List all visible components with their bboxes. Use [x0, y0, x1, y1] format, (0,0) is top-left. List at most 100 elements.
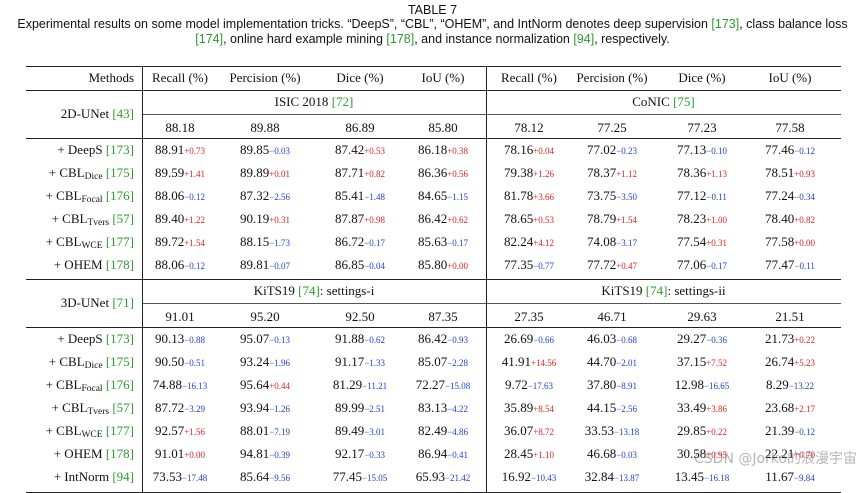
result-cell: 77.13−0.10	[658, 142, 746, 158]
result-cell: 44.15−2.56	[568, 400, 656, 416]
citation-link[interactable]: [175]	[105, 164, 134, 180]
delta-positive: +1.00	[706, 214, 728, 225]
delta-positive: +14.56	[530, 358, 557, 369]
result-cell: 88.06−0.12	[136, 188, 224, 204]
delta-positive: +0.04	[533, 146, 555, 156]
metric-value: 12.98	[674, 377, 704, 393]
dataset-underline	[142, 303, 841, 305]
metric-value: 88.15	[239, 233, 270, 249]
result-cell: 44.70−2.01	[568, 354, 656, 370]
metric-value: 88.91	[154, 142, 185, 157]
baseline-value: 78.12	[514, 120, 544, 135]
citation-link[interactable]: [175]	[105, 354, 134, 370]
caption-citation[interactable]: [178]	[386, 32, 415, 46]
citation-link[interactable]: [176]	[105, 377, 134, 393]
metric-value: 77.45	[332, 468, 362, 484]
citation-link[interactable]: [57]	[112, 210, 134, 226]
method-prefix: + CBL	[45, 423, 82, 438]
delta-negative: −9.56	[269, 472, 291, 483]
citation-link[interactable]: [71]	[112, 295, 134, 311]
baseline-value: 87.35	[428, 309, 458, 325]
delta-negative: −0.93	[447, 335, 469, 346]
metric-value: 77.58	[764, 233, 795, 249]
result-cell: 89.59+1.41	[136, 165, 224, 181]
result-cell: 77.46−0.12	[746, 142, 834, 158]
citation-link[interactable]: [72]	[331, 94, 354, 109]
method-label: + OHEM [178]	[10, 257, 134, 273]
delta-positive: +0.62	[447, 214, 469, 225]
delta-negative: −1.33	[364, 358, 386, 369]
metric-value: 78.40	[764, 210, 795, 226]
result-cell: 33.49+3.86	[658, 400, 746, 416]
baseline-value: 29.63	[687, 309, 717, 325]
method-subscript: Dice	[84, 361, 103, 372]
result-cell: 73.53−17.48	[136, 469, 224, 485]
result-cell: 85.41−1.48	[316, 188, 404, 204]
method-prefix: + IntNorm	[53, 468, 110, 484]
table-rule	[26, 327, 841, 329]
result-cell: 12.98−16.65	[658, 377, 746, 393]
baseline-value: 88.18	[165, 120, 195, 135]
delta-positive: +1.54	[184, 237, 206, 248]
baseline-value: 85.80	[428, 120, 458, 135]
citation-link[interactable]: [74]	[645, 283, 668, 299]
metric-header: Recall (%)	[152, 70, 208, 85]
result-cell: 30.58+0.95	[658, 446, 746, 462]
delta-negative: −15.08	[444, 381, 471, 392]
metric-value: 78.16	[503, 142, 534, 157]
delta-negative: −8.91	[616, 381, 638, 392]
delta-positive: +2.17	[794, 404, 816, 415]
metric-value: 29.85	[676, 423, 707, 438]
citation-link[interactable]: [178]	[105, 445, 134, 461]
metric-value: 86.85	[334, 256, 365, 272]
baseline-value: 91.01	[165, 309, 195, 325]
result-cell: 79.38+1.26	[485, 165, 573, 181]
model-name: 2D-UNet [43]	[20, 106, 134, 122]
metric-value: 89.99	[334, 400, 365, 416]
caption-citation[interactable]: [174]	[195, 32, 224, 46]
result-cell: 89.89+0.01	[221, 165, 309, 181]
delta-positive: +0.01	[269, 168, 291, 179]
result-cell: 93.94−1.26	[221, 400, 309, 416]
citation-link[interactable]: [177]	[105, 233, 134, 249]
citation-link[interactable]: [74]	[298, 283, 320, 299]
caption-citation[interactable]: [173]	[711, 17, 740, 31]
citation-link[interactable]: [75]	[673, 94, 695, 109]
result-cell: 88.91+0.73	[136, 142, 224, 158]
citation-link[interactable]: [94]	[112, 468, 134, 484]
method-prefix: + OHEM	[53, 256, 103, 272]
metric-value: 77.72	[586, 256, 617, 272]
table-rule	[26, 66, 841, 67]
result-cell: 89.85−0.03	[221, 142, 309, 158]
result-cell: 95.64+0.44	[221, 377, 309, 393]
method-label: + CBLTvers [57]	[10, 211, 134, 228]
caption-citation[interactable]: [94]	[573, 32, 595, 46]
result-cell: 89.49−3.01	[316, 423, 404, 439]
citation-link[interactable]: [173]	[105, 331, 134, 347]
method-prefix: + OHEM	[53, 445, 103, 461]
citation-link[interactable]: [177]	[105, 423, 134, 438]
delta-negative: −1.15	[447, 191, 469, 202]
result-cell: 88.06−0.12	[136, 257, 224, 273]
result-cell: 77.47−0.11	[746, 257, 834, 273]
metric-value: 72.27	[415, 377, 445, 393]
baseline-value: 89.88	[250, 120, 280, 135]
delta-negative: −0.23	[616, 146, 638, 156]
metric-value: 78.79	[586, 210, 617, 226]
citation-link[interactable]: [57]	[112, 400, 134, 416]
citation-link[interactable]: [178]	[105, 256, 134, 272]
result-cell: 81.29−11.21	[316, 377, 404, 393]
result-cell: 78.79+1.54	[568, 211, 656, 227]
result-cell: 86.72−0.17	[316, 234, 404, 250]
delta-negative: −0.10	[706, 146, 728, 156]
result-cell: 90.50−0.51	[136, 354, 224, 370]
citation-link[interactable]: [176]	[105, 187, 134, 203]
caption-text-part: , class balance loss	[739, 17, 848, 31]
metric-value: 26.69	[503, 331, 534, 347]
citation-link[interactable]: [43]	[112, 106, 134, 121]
metric-value: 78.23	[676, 210, 707, 226]
result-cell: 77.24−0.34	[746, 188, 834, 204]
citation-link[interactable]: [173]	[105, 142, 134, 157]
result-cell: 77.72+0.47	[568, 257, 656, 273]
dataset-title: KiTS19 [74]: settings-i	[142, 283, 486, 299]
